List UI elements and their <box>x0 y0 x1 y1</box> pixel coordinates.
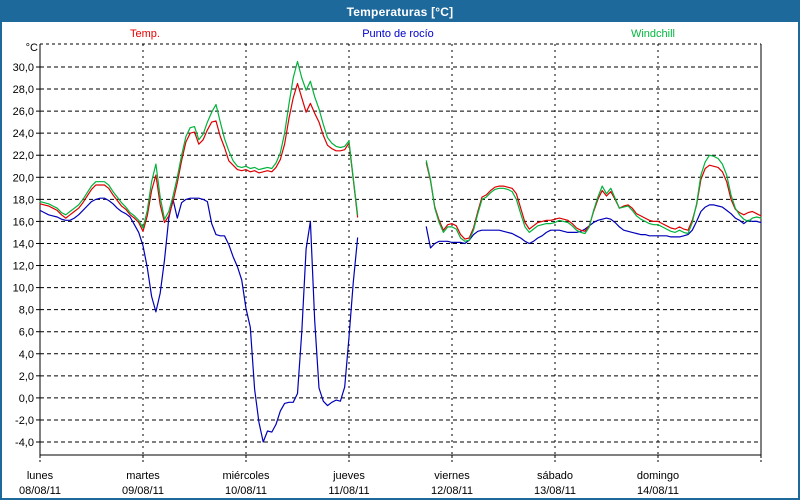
y-tick-label: 24,0 <box>13 128 34 140</box>
y-tick-label: 16,0 <box>13 216 34 228</box>
y-tick-label: -4,0 <box>15 437 34 449</box>
x-axis-date-label: 11/08/11 <box>328 485 369 497</box>
x-axis-day-label: miércoles <box>222 470 270 482</box>
temperature-chart: 30,0 28,0 26,0 24,0 22,0 20,0 18,0 16,0 14,0 12,0… <box>13 28 762 497</box>
y-tick-label: 2,0 <box>19 371 34 383</box>
title-bar: Temperaturas [°C] <box>2 2 798 22</box>
series-line-temp <box>39 82 359 232</box>
y-tick-label: 18,0 <box>13 194 34 206</box>
legend-item-dew-point: Punto de rocío <box>362 28 434 40</box>
x-axis-date-label: 14/08/11 <box>637 485 679 497</box>
x-axis-date-label: 12/08/11 <box>431 485 473 497</box>
y-tick-label: 22,0 <box>13 150 34 162</box>
x-axis-day-label: jueves <box>332 470 365 482</box>
y-tick-label: 10,0 <box>13 283 34 295</box>
x-axis-date-label: 08/08/11 <box>19 485 61 497</box>
series-line-windchill <box>39 60 359 229</box>
x-axis-date-label: 13/08/11 <box>534 485 576 497</box>
y-tick-label: 26,0 <box>13 106 34 118</box>
y-tick-label: 4,0 <box>19 349 34 361</box>
x-axis-date-label: 10/08/11 <box>225 485 267 497</box>
x-axis-date-label: 09/08/11 <box>122 485 164 497</box>
x-axis-day-label: viernes <box>434 470 470 482</box>
window-title: Temperaturas [°C] <box>346 5 454 19</box>
y-axis-unit-label: °C <box>26 42 38 54</box>
y-tick-label: 0,0 <box>19 393 34 405</box>
x-axis-day-label: domingo <box>637 470 679 482</box>
x-axis-day-label: lunes <box>27 470 54 482</box>
y-tick-label: 14,0 <box>13 238 34 250</box>
series-line-windchill <box>425 154 762 242</box>
series-line-dew_point <box>425 204 762 249</box>
y-tick-label: 6,0 <box>19 327 34 339</box>
chart-area: 30,0 28,0 26,0 24,0 22,0 20,0 18,0 16,0 14,0 12,0… <box>2 22 798 498</box>
series-line-temp <box>425 162 762 240</box>
y-tick-label: 12,0 <box>13 261 34 273</box>
x-axis-day-label: martes <box>126 470 160 482</box>
series-line-dew_point <box>39 197 359 443</box>
y-tick-label: 20,0 <box>13 172 34 184</box>
y-tick-label: 8,0 <box>19 305 34 317</box>
y-tick-label: -2,0 <box>15 415 34 427</box>
x-axis-day-label: sábado <box>537 470 573 482</box>
legend-item-temp: Temp. <box>130 28 160 40</box>
legend-item-windchill: Windchill <box>631 28 675 40</box>
y-tick-label: 30,0 <box>13 62 34 74</box>
y-tick-label: 28,0 <box>13 84 34 96</box>
